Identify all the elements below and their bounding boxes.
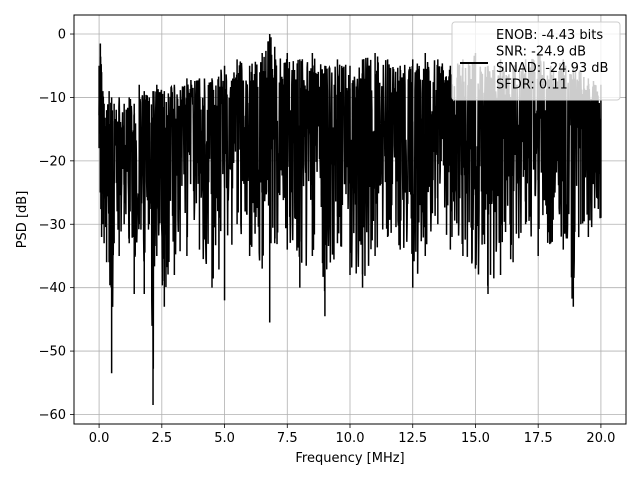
legend-entry-line: ENOB: -4.43 bits — [496, 28, 603, 43]
x-tick-label: 5.0 — [214, 431, 235, 446]
x-tick-label: 10.0 — [336, 431, 365, 446]
x-tick-label: 12.5 — [398, 431, 427, 446]
legend-entry-line: SINAD: -24.93 dB — [496, 61, 608, 76]
y-tick-label: −20 — [39, 154, 66, 169]
y-tick-label: −10 — [39, 91, 66, 106]
y-axis-label: PSD [dB] — [15, 191, 30, 249]
y-tick-label: −40 — [39, 281, 66, 296]
y-tick-label: −30 — [39, 218, 66, 233]
x-tick-label: 20.0 — [586, 431, 615, 446]
y-tick-label: −60 — [39, 408, 66, 423]
x-tick-label: 17.5 — [524, 431, 553, 446]
y-tick-label: 0 — [58, 28, 66, 43]
x-tick-label: 15.0 — [461, 431, 490, 446]
x-tick-label: 0.0 — [89, 431, 110, 446]
x-axis-label: Frequency [MHz] — [295, 451, 404, 466]
x-tick-label: 7.5 — [277, 431, 298, 446]
legend-entry-line: SFDR: 0.11 — [496, 78, 568, 93]
ticks: 0.0 2.5 5.0 7.5 10.0 12.5 15.0 17.5 20.0 0 −10 −20 −… — [39, 28, 616, 446]
legend-entry-line: SNR: -24.9 dB — [496, 45, 586, 60]
y-tick-label: −50 — [39, 345, 66, 360]
x-tick-label: 2.5 — [151, 431, 172, 446]
legend-box — [451, 21, 621, 101]
